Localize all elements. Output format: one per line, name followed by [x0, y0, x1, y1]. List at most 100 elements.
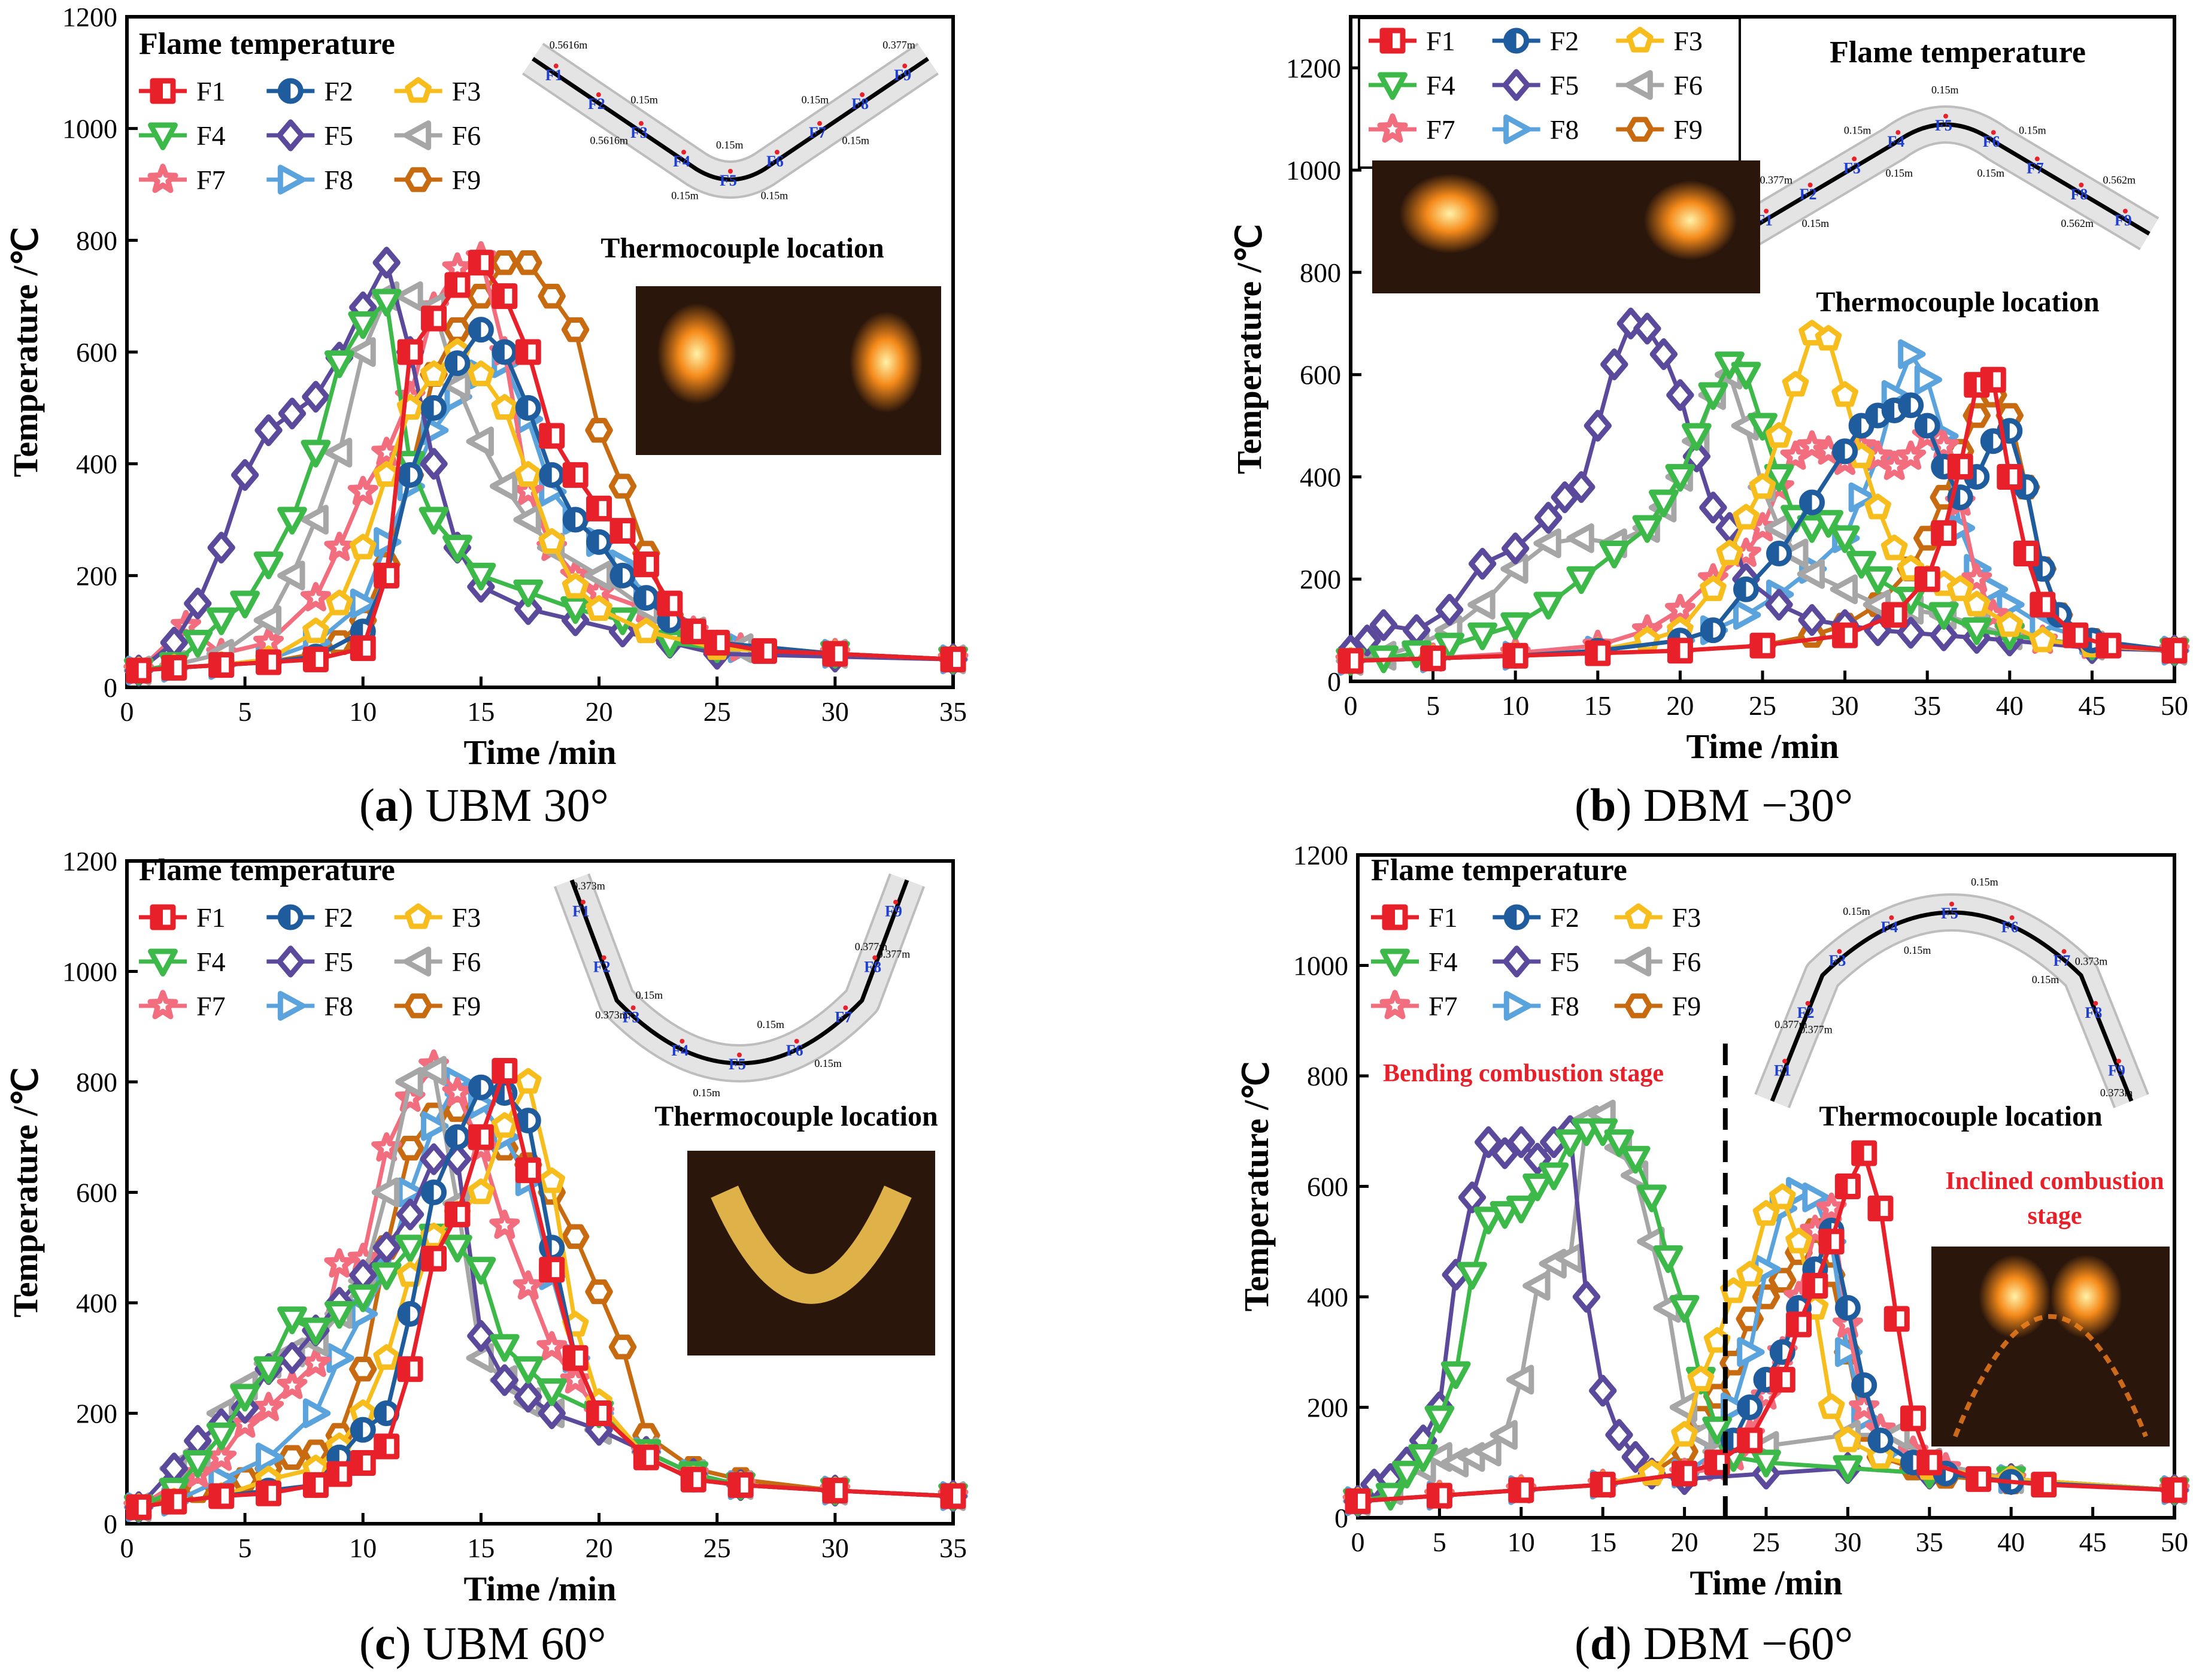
x-tick-label: 10: [1508, 1527, 1535, 1557]
thermocouple-point-f5: [1949, 902, 1954, 906]
data-point-f5: [372, 247, 401, 279]
photo-flame-right: [2050, 1254, 2122, 1339]
data-point-f4: [277, 1306, 307, 1335]
y-tick-label: 600: [1300, 360, 1341, 390]
y-tick-label: 600: [76, 337, 117, 368]
data-point-f6: [1781, 538, 1809, 569]
data-point-f6: [277, 560, 305, 591]
y-tick-label: 1200: [1286, 53, 1341, 83]
data-point-f1-fill: [1917, 569, 1928, 590]
data-point-f9: [490, 250, 519, 275]
data-point-f4: [1555, 1129, 1585, 1157]
data-point-f1-fill: [400, 342, 411, 362]
thermocouple-point-f1: [1782, 1059, 1788, 1064]
dimension-label: 0.15m: [814, 1057, 842, 1069]
legend-a: Flame temperature F1 F2 F3 F4 F5 F6 F7 F8 F9: [139, 27, 481, 195]
legend-marker-f2-fill: [280, 81, 291, 101]
data-point-f4: [183, 629, 213, 658]
data-point-f3: [491, 1112, 518, 1138]
legend-label-f4: F4: [1428, 947, 1458, 977]
chart-panel-a: 0 5 10 15 20 25 30 35 0 200 400 600 800 1000 1200 Time …: [6, 2, 969, 772]
y-tick-label: 1200: [62, 846, 117, 877]
data-point-f5: [420, 1143, 448, 1175]
data-point-f1-fill: [943, 649, 953, 670]
data-point-f1-fill: [589, 1403, 599, 1424]
data-point-f1-fill: [329, 1463, 339, 1484]
data-point-f4: [1682, 423, 1712, 451]
dimension-label: 0.15m: [671, 189, 699, 201]
dimension-label: 0.15m: [842, 135, 869, 147]
thermocouple-label-f1: F1: [1774, 1062, 1791, 1079]
thermocouple-point-f8: [872, 955, 878, 960]
data-point-f2-fill: [565, 510, 576, 530]
thermocouple-label-f7: F7: [835, 1008, 852, 1026]
thermocouple-point-f6: [1991, 130, 1996, 135]
thermocouple-point-f3: [630, 1005, 636, 1011]
data-point-f1-fill: [1966, 374, 1977, 395]
data-point-f3: [538, 528, 565, 554]
dimension-label: 0.377m: [855, 941, 888, 953]
dimension-label: 0.15m: [1971, 876, 1998, 888]
dimension-label: 0.15m: [757, 1018, 784, 1030]
data-point-f7: [1961, 563, 1992, 593]
diagram-title-c: Thermocouple location: [654, 1100, 938, 1132]
data-point-f2-fill: [1854, 1375, 1864, 1396]
legend-marker-f8: [277, 991, 306, 1021]
legend-label-f2: F2: [1550, 902, 1579, 933]
data-point-f6: [1555, 1243, 1584, 1273]
x-tick-label: 40: [1996, 690, 2024, 721]
data-point-f3: [1752, 1200, 1780, 1226]
data-point-f7: [1797, 430, 1828, 460]
thermocouple-point-f9: [902, 63, 908, 69]
data-point-f1-fill: [2164, 640, 2174, 661]
legend-marker-f3: [1627, 26, 1654, 53]
dimension-label: 0.562m: [2103, 174, 2136, 186]
data-point-f2-fill: [1756, 1369, 1766, 1390]
data-point-f1-fill: [1886, 1308, 1897, 1329]
x-tick-label: 0: [1351, 1527, 1365, 1557]
dimension-label: 0.373m: [572, 880, 605, 892]
data-point-f9: [349, 1357, 377, 1382]
data-point-f2-fill: [376, 1403, 387, 1424]
data-point-f7: [536, 1331, 568, 1361]
legend-label-f7: F7: [1426, 114, 1455, 145]
x-tick-label: 40: [1997, 1527, 2025, 1557]
photo-flame-right: [1643, 180, 1737, 260]
thermocouple-point-f7: [843, 1005, 848, 1011]
legend-label-f2: F2: [1550, 26, 1579, 56]
y-tick-label: 200: [1300, 564, 1341, 595]
data-point-f4: [1961, 617, 1992, 645]
data-point-f1-fill: [730, 1475, 741, 1496]
data-point-f5: [1353, 624, 1381, 657]
x-tick-label: 30: [1831, 690, 1859, 721]
data-point-f1-fill: [1999, 466, 2010, 487]
thermocouple-point-f9: [2116, 1059, 2121, 1064]
data-point-f8: [1914, 365, 1943, 395]
x-tick-label: 45: [2079, 1527, 2107, 1557]
data-point-f5: [1600, 348, 1628, 381]
data-point-f1-fill: [211, 654, 222, 675]
dimension-label: 0.377m: [1775, 1018, 1807, 1030]
data-point-f9: [608, 474, 637, 499]
data-point-f5: [420, 448, 448, 480]
data-point-f1-fill: [1707, 1452, 1718, 1473]
x-tick-label: 0: [120, 1533, 134, 1563]
data-point-f6: [1522, 1270, 1551, 1301]
thermocouple-label-f6: F6: [786, 1042, 803, 1059]
data-point-f3: [586, 595, 612, 621]
thermocouple-point-f2: [596, 92, 601, 98]
series-f1: [126, 1058, 966, 1520]
thermocouple-label-f6: F6: [766, 153, 784, 170]
x-axis-label: Time /min: [1690, 1563, 1842, 1602]
data-point-f7: [277, 1369, 308, 1399]
thermocouple-diagram-c: F1 F2 F3 F4 F5 F6 F7 F8 F9 0.373m 0.373m 0.15m 0.15m…: [554, 873, 938, 1132]
flame-photo-a: [636, 286, 941, 455]
dimension-label: 0.15m: [716, 139, 744, 151]
thermocouple-label-f5: F5: [720, 172, 737, 189]
dimension-label: 0.377m: [1800, 1024, 1833, 1036]
data-point-f1-fill: [423, 308, 434, 329]
x-tick-label: 5: [238, 1533, 252, 1563]
caption-text-d: DBM −60°: [1643, 1617, 1854, 1669]
data-point-f4: [230, 590, 260, 618]
